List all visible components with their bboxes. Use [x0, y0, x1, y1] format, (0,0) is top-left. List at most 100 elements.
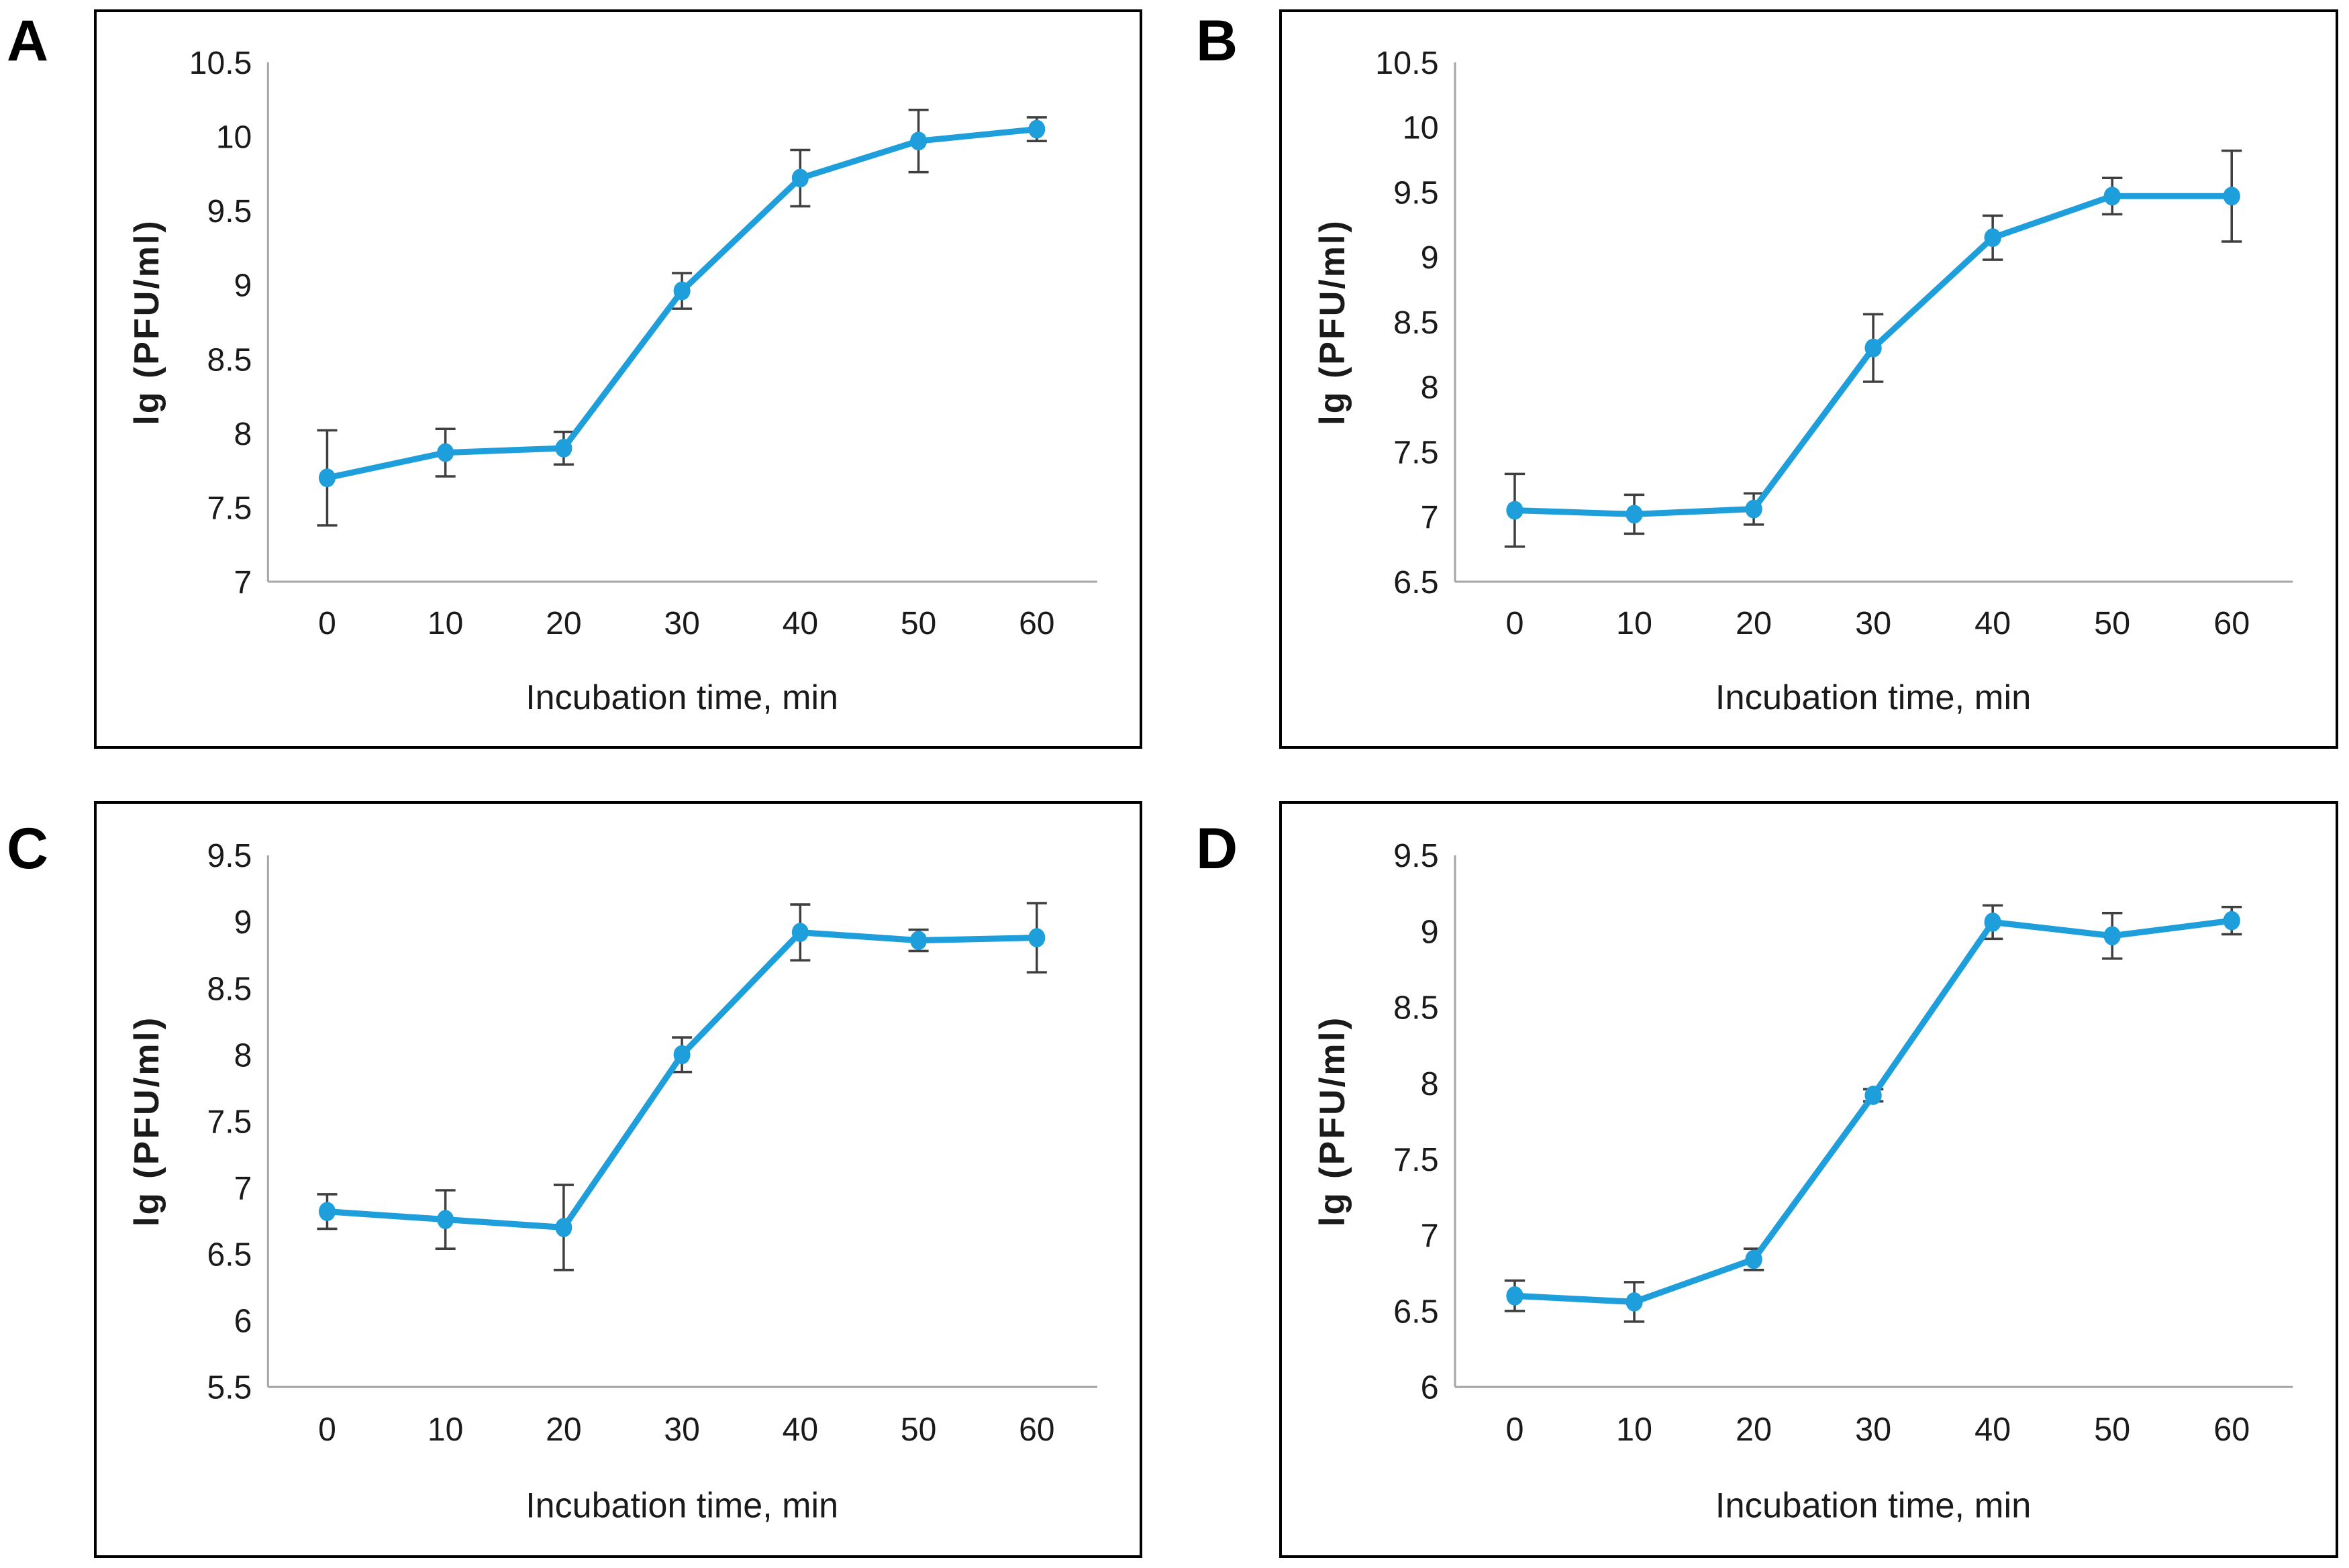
chart-svg-b: 6.5 7 7.5 8 8.5 9 9.5 10 10.5 0 10 20 30 40 50 60 lg (PF… — [1313, 45, 2293, 717]
data-point-marker — [1506, 501, 1523, 520]
data-point-marker — [1745, 1249, 1762, 1269]
x-tick-label: 50 — [2094, 605, 2130, 641]
panel-a-chart: 7 7.5 8 8.5 9 9.5 10 10.5 0 10 20 30 40 50 60 lg (PFU/m… — [94, 9, 1142, 749]
chart-svg-c: 5.5 6 6.5 7 7.5 8 8.5 9 9.5 0 10 20 30 40 50 60 lg (PFU/… — [128, 838, 1097, 1526]
x-tick-label: 50 — [901, 1412, 936, 1449]
panel-b-chart: 6.5 7 7.5 8 8.5 9 9.5 10 10.5 0 10 20 30 40 50 60 lg (PF… — [1279, 9, 2338, 749]
x-tick-label: 30 — [1855, 1412, 1891, 1448]
y-tick-label: 6 — [234, 1303, 252, 1340]
y-tick-label: 9 — [1421, 240, 1439, 276]
data-point-marker — [2223, 187, 2240, 206]
x-axis-title: Incubation time, min — [1715, 678, 2032, 717]
x-tick-label: 20 — [1736, 605, 1772, 641]
y-axis-title: lg (PFU/ml) — [1313, 219, 1352, 425]
x-tick-label: 0 — [1505, 605, 1523, 641]
data-point-marker — [1028, 928, 1046, 947]
data-point-marker — [1984, 912, 2001, 932]
x-tick-label: 0 — [1505, 1412, 1523, 1448]
x-tick-label: 50 — [2094, 1412, 2130, 1448]
y-tick-label: 6.5 — [1393, 1294, 1438, 1330]
data-point-marker — [673, 281, 691, 301]
data-point-marker — [1626, 505, 1643, 524]
panel-letter-d: D — [1196, 817, 1238, 881]
data-point-marker — [318, 1202, 336, 1222]
panel-d-chart: 6 6.5 7 7.5 8 8.5 9 9.5 0 10 20 30 40 50 60 lg (PFU/ml)… — [1279, 801, 2338, 1558]
data-point-marker — [910, 931, 928, 950]
y-tick-label: 5.5 — [207, 1369, 252, 1406]
data-point-marker — [1745, 499, 1762, 519]
data-point-marker — [2103, 926, 2121, 946]
x-tick-label: 10 — [1616, 605, 1652, 641]
y-tick-label: 9.5 — [1393, 838, 1438, 874]
x-tick-label: 20 — [1736, 1412, 1772, 1448]
data-point-marker — [1864, 1086, 1882, 1105]
y-tick-label: 8 — [234, 417, 252, 452]
data-point-marker — [673, 1045, 691, 1065]
y-tick-label: 6.5 — [1393, 564, 1438, 600]
x-tick-label: 10 — [428, 606, 463, 641]
data-point-marker — [2103, 187, 2121, 206]
y-tick-label: 7 — [234, 1170, 252, 1207]
x-tick-label: 40 — [783, 1412, 818, 1449]
x-tick-label: 0 — [318, 606, 336, 641]
y-tick-label: 7.5 — [1393, 435, 1438, 471]
x-tick-label: 10 — [1616, 1412, 1652, 1448]
y-tick-label: 7 — [234, 565, 252, 600]
y-tick-label: 8 — [234, 1037, 252, 1074]
data-point-marker — [1506, 1286, 1523, 1306]
y-tick-label: 8.5 — [1393, 305, 1438, 341]
y-tick-label: 7 — [1421, 1218, 1439, 1254]
y-tick-label: 10 — [1403, 110, 1439, 146]
y-tick-label: 7 — [1421, 499, 1439, 535]
data-point-marker — [1864, 338, 1882, 358]
y-tick-label: 8 — [1421, 370, 1439, 406]
chart-svg-d: 6 6.5 7 7.5 8 8.5 9 9.5 0 10 20 30 40 50 60 lg (PFU/ml)… — [1313, 838, 2293, 1526]
y-axis-title: lg (PFU/ml) — [128, 219, 166, 425]
x-tick-label: 40 — [1975, 605, 2011, 641]
data-point-marker — [910, 132, 928, 151]
data-point-marker — [791, 923, 809, 943]
panel-letter-b: B — [1196, 9, 1238, 73]
x-axis-title: Incubation time, min — [526, 1485, 838, 1526]
x-tick-label: 10 — [428, 1412, 463, 1449]
chart-svg-a: 7 7.5 8 8.5 9 9.5 10 10.5 0 10 20 30 40 50 60 lg (PFU/m… — [128, 46, 1097, 717]
data-point-marker — [791, 168, 809, 188]
data-point-marker — [555, 438, 572, 458]
data-line — [1511, 917, 2235, 1306]
data-line — [323, 929, 1040, 1231]
x-tick-label: 60 — [1019, 606, 1054, 641]
data-point-marker — [1028, 119, 1046, 139]
data-point-marker — [1626, 1292, 1643, 1312]
y-tick-label: 7.5 — [207, 490, 252, 526]
y-tick-label: 9 — [234, 268, 252, 304]
data-point-marker — [2223, 910, 2240, 931]
y-axis-title: lg (PFU/ml) — [1313, 1016, 1352, 1227]
x-tick-label: 60 — [1019, 1412, 1054, 1449]
x-tick-label: 0 — [318, 1412, 336, 1449]
y-tick-label: 7.5 — [207, 1104, 252, 1141]
x-tick-label: 60 — [2213, 1412, 2250, 1448]
y-tick-label: 10.5 — [1375, 45, 1438, 81]
panel-letter-c: C — [7, 817, 49, 881]
x-tick-label: 20 — [546, 606, 581, 641]
x-tick-label: 30 — [664, 606, 699, 641]
x-tick-label: 50 — [901, 606, 936, 641]
y-tick-label: 9.5 — [207, 838, 252, 875]
panel-letter-a: A — [7, 9, 49, 73]
y-tick-label: 10 — [216, 120, 252, 156]
y-tick-label: 10.5 — [189, 46, 252, 81]
x-axis-title: Incubation time, min — [526, 678, 838, 717]
y-tick-label: 8 — [1421, 1066, 1439, 1102]
y-tick-label: 8.5 — [207, 971, 252, 1008]
y-tick-label: 9.5 — [207, 194, 252, 229]
x-tick-label: 30 — [664, 1412, 699, 1449]
x-tick-label: 30 — [1855, 605, 1891, 641]
y-tick-label: 6 — [1421, 1369, 1439, 1406]
y-tick-label: 8.5 — [207, 342, 252, 378]
y-axis-title: lg (PFU/ml) — [128, 1016, 166, 1227]
data-point-marker — [437, 1210, 454, 1229]
data-point-marker — [1984, 228, 2001, 248]
y-tick-label: 9.5 — [1393, 175, 1438, 211]
data-point-marker — [437, 443, 454, 462]
